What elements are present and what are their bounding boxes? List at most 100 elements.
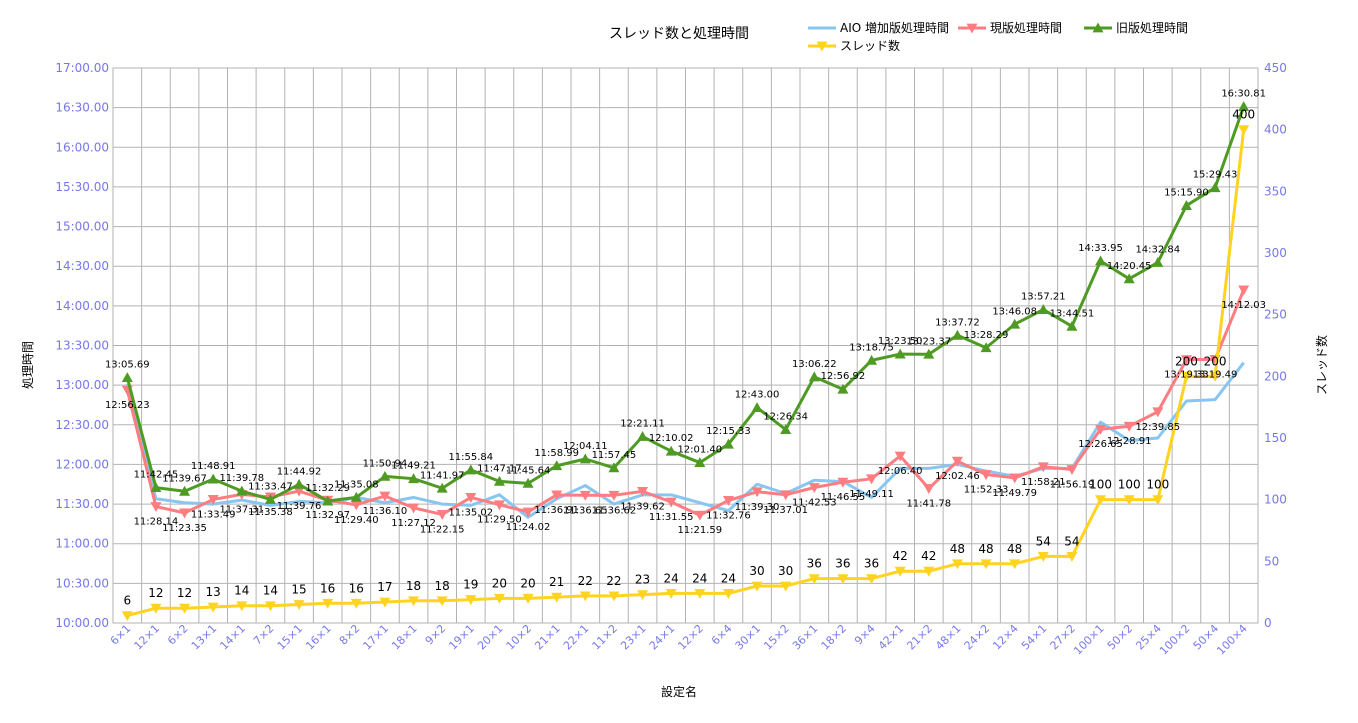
plot-border	[112, 67, 1259, 624]
data-label: 11:58.99	[534, 448, 579, 459]
data-label: 13:57.21	[1021, 292, 1066, 303]
data-label: 11:23.35	[162, 523, 207, 534]
data-label: 11:36.10	[363, 506, 408, 517]
data-label: 11:39.67	[162, 473, 207, 484]
legend-label: 現版処理時間	[990, 21, 1062, 35]
y-left-tick-label: 10:00.00	[55, 616, 109, 630]
data-point-marker	[1095, 495, 1107, 506]
data-label: 12:39.85	[1135, 422, 1180, 433]
y-left-tick-label: 14:00.00	[55, 299, 109, 313]
data-label: 12:28.91	[1107, 436, 1152, 447]
x-tick-label: 24×2	[962, 622, 993, 653]
data-label: 12:43.00	[735, 390, 780, 401]
data-label: 30	[778, 564, 793, 578]
x-tick-label: 100×2	[1157, 622, 1193, 658]
data-point-marker	[1037, 462, 1049, 473]
data-label: 18	[435, 579, 450, 593]
x-tick-label: 23×1	[618, 622, 649, 653]
data-point-marker	[722, 438, 734, 449]
data-label: 11:52.33	[964, 485, 1009, 496]
data-label: 100	[1089, 478, 1112, 492]
data-label: 24	[692, 571, 707, 585]
data-point-marker	[966, 23, 978, 34]
x-tick-label: 9×4	[852, 622, 878, 648]
y-right-tick-label: 50	[1264, 554, 1279, 568]
data-label: 11:24.02	[506, 522, 551, 533]
x-tick-label: 19×1	[446, 622, 477, 653]
data-point-marker	[1009, 559, 1021, 570]
data-label: 11:35.08	[334, 479, 379, 490]
data-label: 400	[1232, 108, 1255, 122]
data-point-marker	[894, 451, 906, 462]
x-axis-title: 設定名	[661, 684, 697, 699]
data-label: 12:21.11	[620, 419, 665, 430]
x-tick-label: 15×1	[275, 622, 306, 653]
data-label: 22	[606, 574, 621, 588]
data-label: 18	[406, 579, 421, 593]
data-label: 11:36.91	[534, 505, 579, 516]
data-point-marker	[816, 41, 828, 52]
data-point-marker	[207, 473, 219, 484]
data-point-marker	[1037, 552, 1049, 562]
data-label: 23	[635, 573, 650, 587]
series-line	[126, 129, 1246, 618]
data-label: 11:35.38	[248, 507, 293, 518]
data-label: 54	[1064, 534, 1079, 548]
x-tick-label: 18×2	[818, 622, 849, 653]
x-tick-label: 36×1	[790, 622, 821, 653]
data-label: 14:33.95	[1078, 243, 1123, 254]
data-point-marker	[493, 593, 505, 604]
data-point-marker	[980, 559, 992, 570]
data-point-marker	[780, 581, 792, 592]
data-point-marker	[436, 596, 448, 607]
data-label: 15:15.90	[1164, 188, 1209, 199]
data-label: 19	[463, 578, 478, 592]
data-label: 12:10.02	[649, 433, 694, 444]
data-point-marker	[179, 603, 191, 614]
data-point-marker	[1009, 318, 1021, 329]
data-label: 11:42.45	[134, 470, 179, 481]
data-point-marker	[837, 383, 849, 394]
data-point-marker	[751, 402, 763, 413]
data-point-marker	[1180, 371, 1192, 382]
series-layer	[121, 101, 1250, 622]
data-point-marker	[436, 510, 448, 520]
data-point-marker	[1209, 182, 1221, 193]
y-left-tick-label: 13:00.00	[55, 378, 109, 392]
x-tick-label: 30×1	[733, 622, 764, 653]
data-point-marker	[579, 453, 591, 464]
data-label: 13:18.75	[849, 342, 894, 353]
data-point-marker	[665, 445, 677, 456]
legend-item: 旧版処理時間	[1084, 21, 1188, 35]
data-point-marker	[1009, 473, 1021, 484]
data-point-marker	[866, 354, 878, 365]
data-point-marker	[522, 477, 534, 488]
data-label: 12	[148, 586, 163, 600]
data-label: 11:46.55	[821, 492, 866, 503]
x-tick-label: 15×2	[761, 622, 792, 653]
x-tick-label: 22×1	[561, 622, 592, 653]
legend-item: 現版処理時間	[958, 21, 1062, 35]
data-label: 12:26.34	[763, 412, 808, 423]
x-tick-label: 24×1	[647, 622, 678, 653]
data-label: 13:37.72	[935, 317, 980, 328]
data-point-marker	[350, 491, 362, 502]
x-tick-label: 9×2	[423, 622, 449, 648]
data-point-marker	[465, 595, 477, 606]
data-label: 11:36.62	[592, 505, 637, 516]
legend-label: 旧版処理時間	[1116, 21, 1188, 35]
data-label: 21	[549, 575, 564, 589]
data-label: 11:29.40	[334, 515, 379, 526]
data-label: 11:28.14	[134, 517, 179, 528]
data-label: 13:06.22	[792, 359, 837, 370]
data-point-marker	[637, 486, 649, 497]
y-left-tick-label: 15:00.00	[55, 220, 109, 234]
data-point-marker	[493, 475, 505, 486]
data-label: 200	[1175, 354, 1198, 368]
data-point-marker	[1066, 320, 1078, 331]
data-label: 12:06.40	[878, 466, 923, 477]
data-point-marker	[1066, 552, 1078, 562]
data-label: 11:49.21	[391, 461, 436, 472]
data-point-marker	[236, 485, 248, 496]
